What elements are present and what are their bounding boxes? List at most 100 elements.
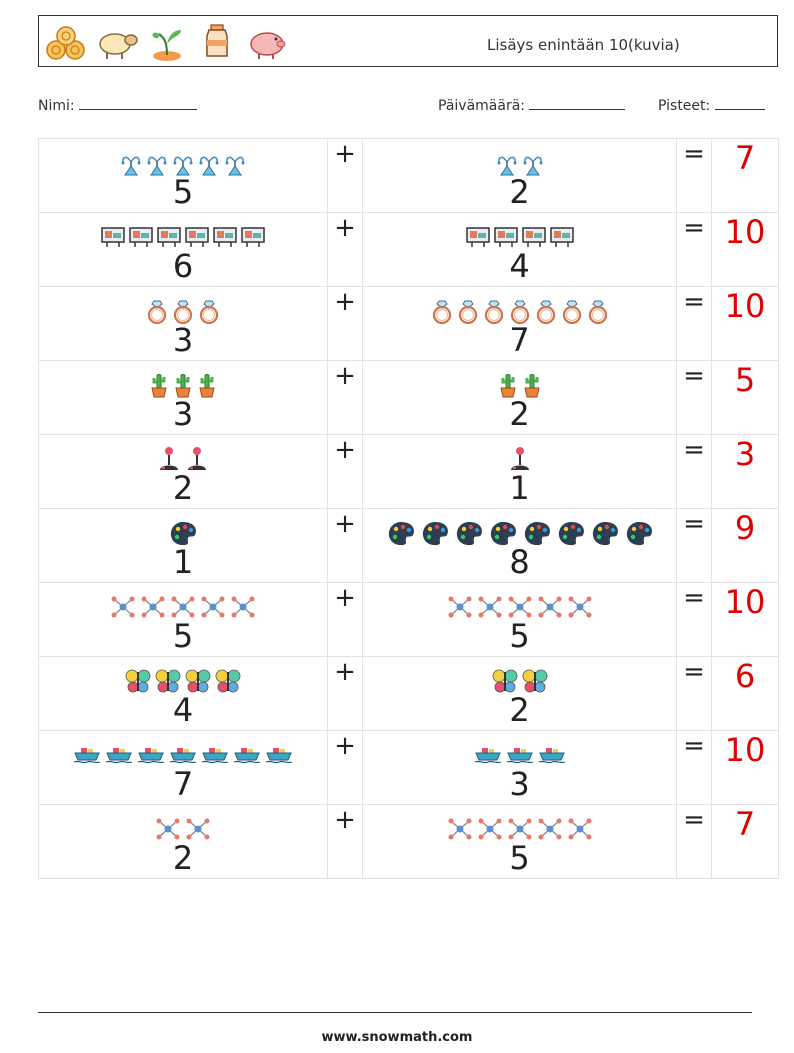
first-addend: 5 xyxy=(172,173,194,211)
first-addend: 1 xyxy=(172,543,194,581)
ring-icon xyxy=(484,300,503,324)
ring-icon xyxy=(432,300,451,324)
worksheet-header: Lisäys enintään 10(kuvia) xyxy=(38,15,778,67)
second-addend-cell: 5 xyxy=(362,804,677,879)
answer[interactable]: 6 xyxy=(711,656,779,731)
plus-sign: + xyxy=(327,508,363,583)
second-addend-cell: 2 xyxy=(362,360,677,435)
second-addend: 2 xyxy=(509,691,530,729)
name-field: Nimi: xyxy=(38,95,198,114)
ring-icon xyxy=(199,300,219,324)
equals-sign: = xyxy=(676,360,712,435)
problem-row: 5 +5 = 10 xyxy=(38,582,779,657)
ring-icon xyxy=(147,300,167,324)
answer[interactable]: 7 xyxy=(711,804,779,879)
molecule-icon xyxy=(448,596,471,618)
cactus-icon xyxy=(499,374,516,398)
ring-icon xyxy=(458,300,477,324)
problem-row: 6 +4 = 10 xyxy=(38,212,779,287)
first-addend: 6 xyxy=(172,247,194,285)
date-blank[interactable] xyxy=(529,95,626,110)
second-addend-pictures xyxy=(363,149,676,177)
score-blank[interactable] xyxy=(714,95,765,110)
first-addend-cell: 7 xyxy=(38,730,328,805)
second-addend-pictures xyxy=(363,445,676,473)
name-blank[interactable] xyxy=(79,95,198,110)
plus-sign: + xyxy=(327,656,363,731)
answer[interactable]: 3 xyxy=(711,434,779,509)
ship-icon xyxy=(538,748,565,764)
answer[interactable]: 10 xyxy=(711,212,779,287)
molecule-icon xyxy=(568,596,591,618)
equals-sign: = xyxy=(676,582,712,657)
plus-sign: + xyxy=(327,730,363,805)
second-addend-pictures xyxy=(363,297,676,325)
plus-sign: + xyxy=(327,582,363,657)
second-addend-cell: 5 xyxy=(362,582,677,657)
plus-sign: + xyxy=(327,212,363,287)
answer[interactable]: 10 xyxy=(711,286,779,361)
joystick-icon xyxy=(188,447,206,470)
joystick-icon xyxy=(160,447,178,470)
molecule-icon xyxy=(508,818,531,840)
worksheet-title: Lisäys enintään 10(kuvia) xyxy=(487,36,680,54)
second-addend-cell: 2 xyxy=(362,138,677,213)
second-addend-pictures xyxy=(363,593,676,621)
first-addend-cell: 2 xyxy=(38,434,328,509)
watering-plant-icon xyxy=(173,156,193,176)
watering-plant-icon xyxy=(225,156,245,176)
ring-icon xyxy=(536,300,555,324)
second-addend: 4 xyxy=(509,247,530,285)
molecule-icon xyxy=(201,596,225,618)
molecule-icon xyxy=(478,818,501,840)
billboard-icon xyxy=(241,227,265,247)
second-addend: 2 xyxy=(509,173,530,211)
palette-icon xyxy=(626,522,652,546)
equals-sign: = xyxy=(676,138,712,213)
footer-url: www.snowmath.com xyxy=(321,1030,473,1045)
ship-icon xyxy=(233,748,261,764)
second-addend: 7 xyxy=(509,321,530,359)
butterfly-icon xyxy=(215,669,241,693)
billboard-icon xyxy=(465,227,490,247)
billboard-icon xyxy=(213,227,237,247)
ship-icon xyxy=(506,748,533,764)
palette-icon xyxy=(388,522,414,546)
answer[interactable]: 10 xyxy=(711,730,779,805)
equals-sign: = xyxy=(676,730,712,805)
billboard-icon xyxy=(101,227,125,247)
ring-icon xyxy=(510,300,529,324)
date-field: Päivämäärä: xyxy=(438,95,626,114)
answer[interactable]: 7 xyxy=(711,138,779,213)
date-label: Päivämäärä: xyxy=(438,98,525,114)
molecule-icon xyxy=(538,818,561,840)
answer[interactable]: 10 xyxy=(711,582,779,657)
answer[interactable]: 9 xyxy=(711,508,779,583)
problem-row: 2 +5 = 7 xyxy=(38,804,779,879)
palette-icon xyxy=(592,522,618,546)
palette-icon xyxy=(524,522,550,546)
second-addend-cell: 8 xyxy=(362,508,677,583)
molecule-icon xyxy=(141,596,165,618)
molecule-icon xyxy=(111,596,135,618)
problem-row: 7 +3 = 10 xyxy=(38,730,779,805)
second-addend-cell: 3 xyxy=(362,730,677,805)
palette-icon xyxy=(456,522,482,546)
pig-icon xyxy=(250,32,286,59)
answer[interactable]: 5 xyxy=(711,360,779,435)
first-addend-cell: 5 xyxy=(38,138,328,213)
problem-row: 3 +2 = 5 xyxy=(38,360,779,435)
second-addend-pictures xyxy=(363,223,676,251)
equals-sign: = xyxy=(676,804,712,879)
header-icons xyxy=(45,22,289,62)
milk-churn-icon xyxy=(206,24,228,57)
watering-plant-icon xyxy=(199,156,219,176)
molecule-icon xyxy=(231,596,255,618)
score-field: Pisteet: xyxy=(658,95,765,114)
molecule-icon xyxy=(538,596,561,618)
billboard-icon xyxy=(549,227,574,247)
problem-row: 5 +2 = 7 xyxy=(38,138,779,213)
second-addend: 1 xyxy=(509,469,530,507)
watering-plant-icon xyxy=(523,156,542,176)
cactus-icon xyxy=(175,374,191,398)
